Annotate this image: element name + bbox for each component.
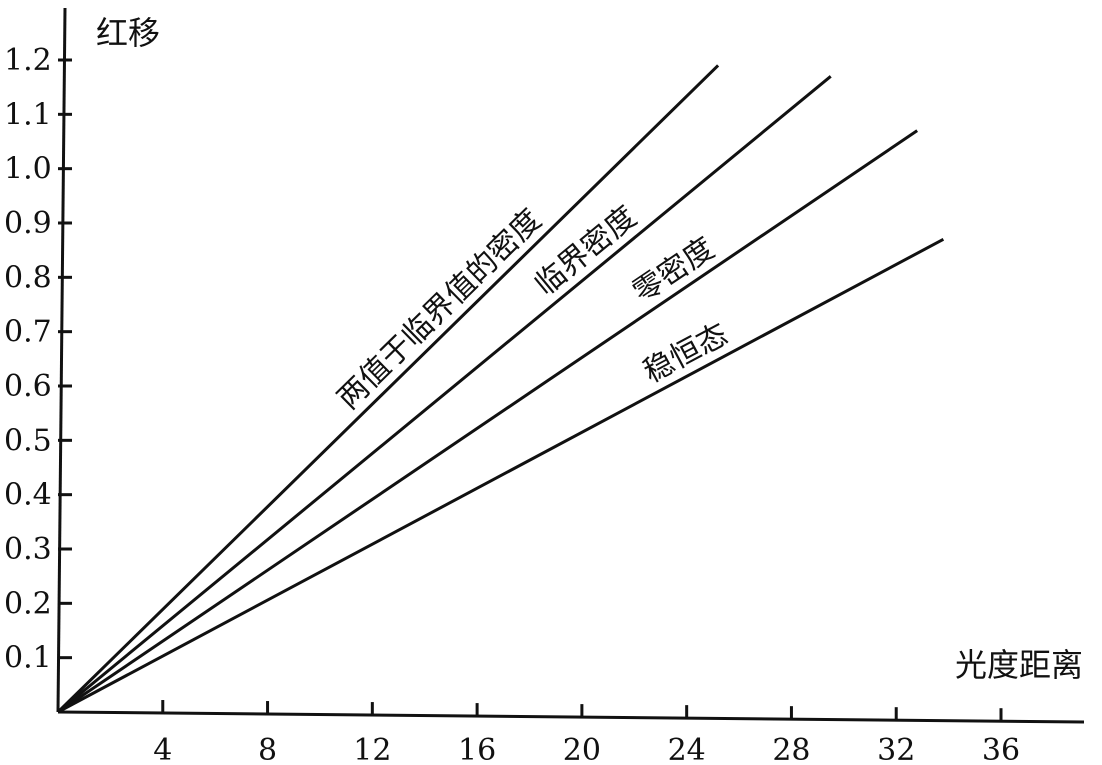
x-tick-label: 36: [982, 733, 1020, 765]
x-tick-label: 28: [772, 733, 810, 765]
y-axis-title: 红移: [96, 14, 160, 52]
y-axis-line: [56, 7, 67, 713]
series-line: [57, 237, 945, 714]
x-tick-label: 4: [153, 733, 172, 765]
series-label: 零密度: [627, 231, 721, 310]
y-tick-label: 0.2: [4, 586, 52, 621]
y-tick-label: 0.9: [4, 206, 52, 241]
y-tick-label: 0.5: [4, 423, 52, 458]
y-tick-label: 0.4: [4, 478, 52, 513]
series-line: [57, 75, 832, 714]
x-tick-label: 24: [668, 733, 706, 765]
y-tick-label: 0.3: [4, 532, 52, 567]
x-tick-label: 32: [877, 733, 915, 765]
y-tick-group: 0.1 0.2 0.3 0.4 0.5 0.6 0.7 0.8 0.9 1.0 1.1 1.2: [4, 43, 72, 676]
series-label: 稳恒态: [638, 317, 734, 390]
x-axis-title: 光度距离: [955, 646, 1083, 684]
y-tick-label: 1.1: [4, 97, 52, 132]
x-axis-line: [57, 710, 1085, 724]
y-tick-label: 0.8: [4, 260, 52, 295]
series-label: 两值于临界值的密度: [331, 202, 548, 416]
y-tick-label: 0.7: [4, 315, 52, 350]
series-group: [56, 64, 945, 714]
series-line: [56, 64, 720, 714]
y-tick-label: 0.6: [4, 369, 52, 404]
axes: [56, 7, 1085, 724]
series-label: 临界密度: [528, 200, 643, 303]
x-tick-label: 8: [258, 733, 277, 765]
y-tick-label: 1.0: [4, 152, 52, 187]
x-tick-label: 20: [563, 733, 601, 765]
y-tick-label: 1.2: [4, 43, 52, 78]
x-tick-label: 16: [458, 733, 496, 765]
series-line: [57, 129, 919, 714]
y-tick-label: 0.1: [4, 641, 52, 676]
x-tick-label: 12: [353, 733, 391, 765]
x-tick-group: 4 8 12 16 20 24 28 32 36: [153, 700, 1020, 765]
